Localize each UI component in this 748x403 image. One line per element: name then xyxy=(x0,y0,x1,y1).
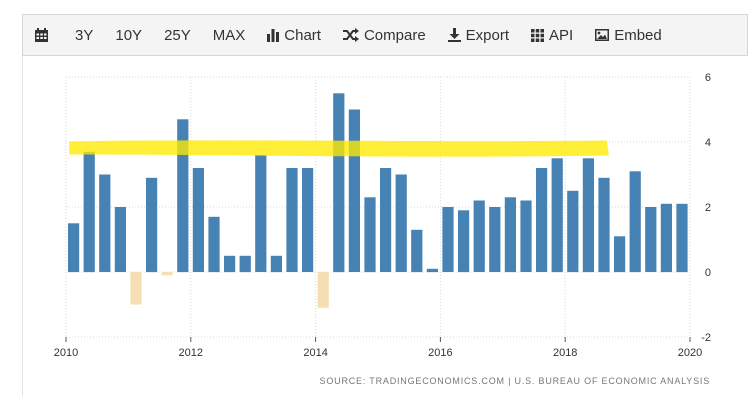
bar-36[interactable] xyxy=(629,171,641,273)
compare-label: Compare xyxy=(363,26,426,44)
bar-37[interactable] xyxy=(645,207,657,272)
x-tick-label: 2018 xyxy=(553,347,577,359)
bar-5[interactable] xyxy=(146,177,158,273)
grid-icon xyxy=(531,28,545,42)
bar-38[interactable] xyxy=(660,203,672,273)
bar-24[interactable] xyxy=(442,207,454,272)
compare-button[interactable]: Compare xyxy=(342,15,426,55)
bar-19[interactable] xyxy=(364,197,376,273)
bar-33[interactable] xyxy=(582,158,594,273)
bar-0[interactable] xyxy=(68,223,80,273)
x-tick-label: 2012 xyxy=(179,347,203,359)
x-tick-label: 2016 xyxy=(428,347,452,359)
bar-27[interactable] xyxy=(489,207,501,272)
bar-21[interactable] xyxy=(395,174,407,273)
y-tick-label: 4 xyxy=(705,137,711,149)
bar-13[interactable] xyxy=(270,255,282,273)
calendar-icon xyxy=(35,28,48,42)
image-icon xyxy=(595,29,610,41)
embed-label: Embed xyxy=(614,26,662,44)
bar-chart-icon xyxy=(267,28,280,42)
x-tick-label: 2010 xyxy=(54,347,78,359)
y-tick-label: -2 xyxy=(701,332,711,344)
bar-26[interactable] xyxy=(473,200,485,273)
range-10y-button[interactable]: 10Y xyxy=(115,26,143,44)
bar-15[interactable] xyxy=(302,168,314,272)
bar-25[interactable] xyxy=(458,210,470,273)
bar-32[interactable] xyxy=(567,190,579,273)
bar-17[interactable] xyxy=(333,93,345,273)
bar-7[interactable] xyxy=(177,119,189,273)
range-3y-button[interactable]: 3Y xyxy=(75,26,94,44)
x-tick-label: 2020 xyxy=(678,347,702,359)
y-tick-label: 2 xyxy=(705,202,711,214)
range-max-button[interactable]: MAX xyxy=(212,26,246,44)
bar-9[interactable] xyxy=(208,216,220,273)
bar-34[interactable] xyxy=(598,177,610,273)
bar-29[interactable] xyxy=(520,200,532,273)
embed-button[interactable]: Embed xyxy=(595,15,662,55)
chart-source: SOURCE: TRADINGECONOMICS.COM | U.S. BURE… xyxy=(320,376,710,386)
y-tick-label: 6 xyxy=(705,72,711,84)
bar-8[interactable] xyxy=(192,168,204,272)
bar-18[interactable] xyxy=(348,109,360,273)
bar-11[interactable] xyxy=(239,255,251,273)
x-axis-ticks: 2010 2012 2014 2016 2018 2020 xyxy=(54,347,702,359)
highlighter-annotation xyxy=(69,140,609,157)
export-label: Export xyxy=(465,26,510,44)
y-tick-label: 0 xyxy=(705,267,711,279)
bar-20[interactable] xyxy=(380,168,392,272)
export-button[interactable]: Export xyxy=(447,15,510,55)
bar-14[interactable] xyxy=(286,168,298,272)
chart-type-button[interactable]: Chart xyxy=(267,15,321,55)
download-icon xyxy=(447,28,461,42)
chart-toolbar: 3Y 10Y 25Y MAX Chart Compare xyxy=(22,14,748,56)
bar-3[interactable] xyxy=(114,207,126,272)
chart-grid xyxy=(65,76,691,342)
shuffle-icon xyxy=(342,28,359,42)
bar-22[interactable] xyxy=(411,229,423,273)
x-tick-label: 2014 xyxy=(303,347,327,359)
chart-type-label: Chart xyxy=(284,26,321,44)
bar-4[interactable] xyxy=(130,272,142,305)
bar-31[interactable] xyxy=(551,158,563,273)
highlighter-stroke xyxy=(69,140,609,157)
bar-6[interactable] xyxy=(161,272,173,276)
bar-16[interactable] xyxy=(317,272,329,308)
bar-35[interactable] xyxy=(614,236,626,273)
bar-23[interactable] xyxy=(426,268,438,273)
api-button[interactable]: API xyxy=(531,15,573,55)
api-label: API xyxy=(549,26,574,44)
y-axis-ticks: 6 4 2 0 -2 xyxy=(701,72,711,344)
chart-panel xyxy=(22,56,748,396)
bar-28[interactable] xyxy=(504,197,516,273)
bar-2[interactable] xyxy=(99,174,111,273)
calendar-button[interactable] xyxy=(35,15,53,55)
chart-bars xyxy=(68,93,688,308)
bar-10[interactable] xyxy=(224,255,236,273)
bar-30[interactable] xyxy=(536,168,548,272)
bar-12[interactable] xyxy=(255,155,267,272)
bar-1[interactable] xyxy=(83,151,95,273)
range-25y-button[interactable]: 25Y xyxy=(164,26,191,44)
bar-39[interactable] xyxy=(676,203,688,273)
